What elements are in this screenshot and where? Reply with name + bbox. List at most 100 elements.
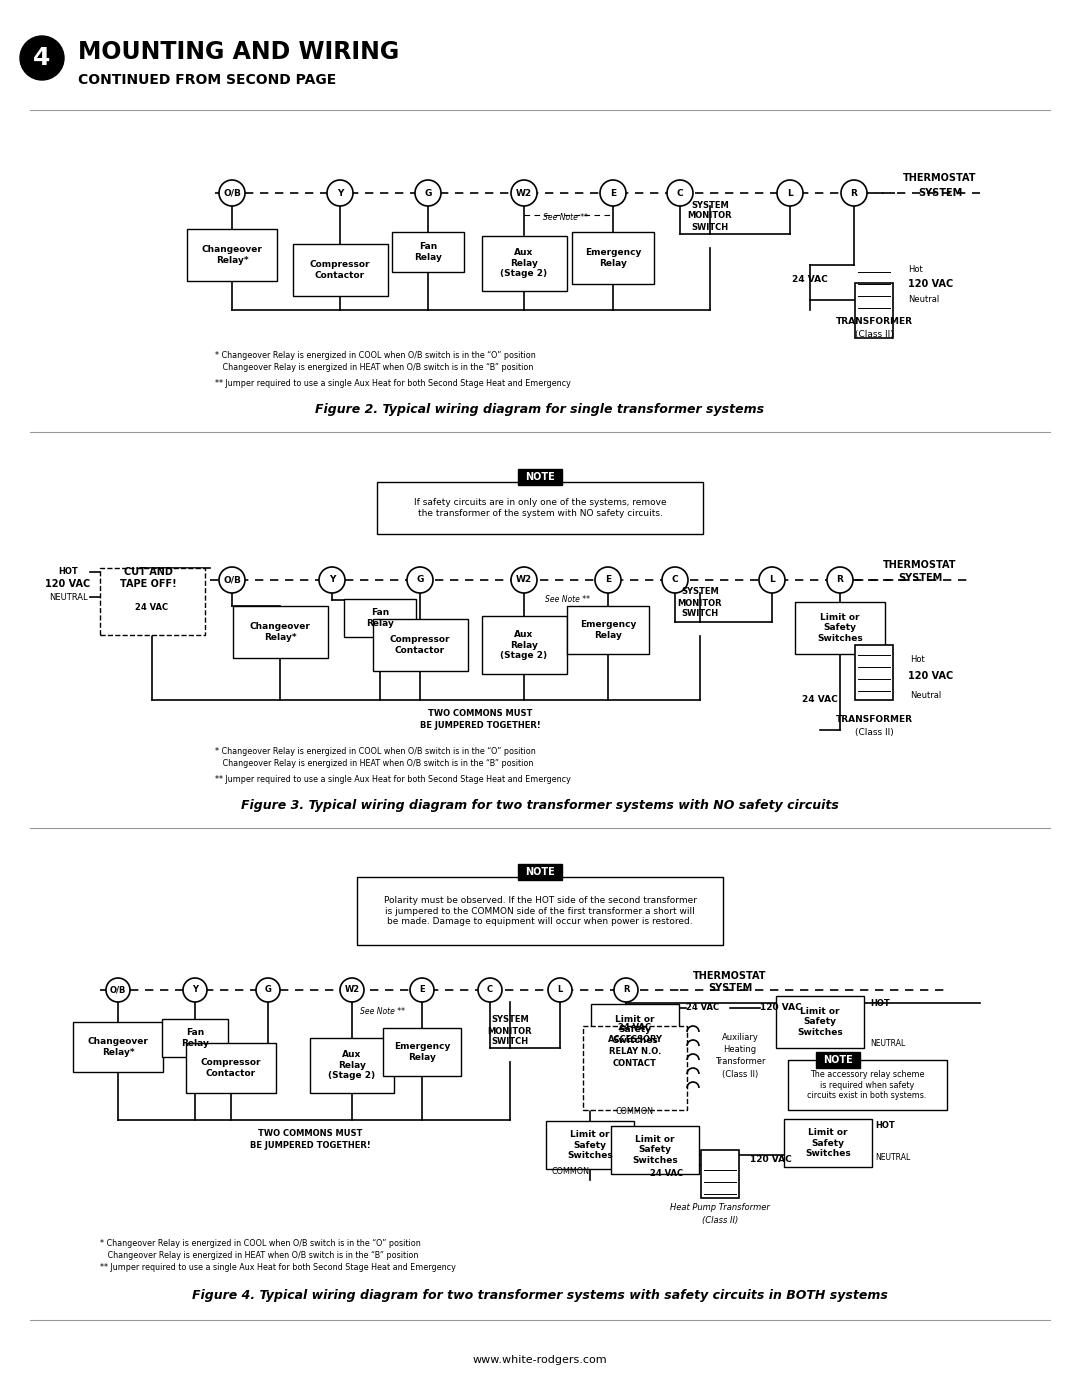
Circle shape <box>511 180 537 205</box>
Circle shape <box>511 567 537 592</box>
Text: Transformer: Transformer <box>715 1058 766 1066</box>
FancyBboxPatch shape <box>482 616 567 673</box>
Text: Heating: Heating <box>724 1045 757 1055</box>
FancyBboxPatch shape <box>186 1044 276 1092</box>
Text: NEUTRAL: NEUTRAL <box>49 592 87 602</box>
Text: SYSTEM: SYSTEM <box>691 201 729 210</box>
Text: Hot: Hot <box>908 265 922 274</box>
Text: 24 VAC: 24 VAC <box>792 275 828 285</box>
Circle shape <box>615 978 638 1002</box>
Text: See Note **: See Note ** <box>360 1007 405 1017</box>
Text: NOTE: NOTE <box>525 472 555 482</box>
Text: NEUTRAL: NEUTRAL <box>870 1038 905 1048</box>
Text: Compressor
Contactor: Compressor Contactor <box>201 1059 261 1077</box>
FancyBboxPatch shape <box>546 1120 634 1169</box>
Circle shape <box>600 180 626 205</box>
FancyBboxPatch shape <box>816 1052 860 1067</box>
FancyBboxPatch shape <box>583 1025 687 1111</box>
Text: Figure 2. Typical wiring diagram for single transformer systems: Figure 2. Typical wiring diagram for sin… <box>315 404 765 416</box>
Text: * Changeover Relay is energized in COOL when O/B switch is in the “O” position: * Changeover Relay is energized in COOL … <box>100 1239 421 1249</box>
Text: L: L <box>557 985 563 995</box>
FancyBboxPatch shape <box>162 1018 228 1058</box>
Circle shape <box>407 567 433 592</box>
FancyBboxPatch shape <box>572 232 654 284</box>
Circle shape <box>219 180 245 205</box>
Text: SWITCH: SWITCH <box>491 1038 528 1046</box>
Text: SYSTEM: SYSTEM <box>707 983 752 993</box>
Text: Limit or
Safety
Switches: Limit or Safety Switches <box>805 1129 851 1158</box>
Text: Fan
Relay: Fan Relay <box>366 608 394 627</box>
Text: W2: W2 <box>345 985 360 995</box>
Text: See Note **: See Note ** <box>543 214 588 222</box>
Text: R: R <box>837 576 843 584</box>
Text: G: G <box>265 985 271 995</box>
Circle shape <box>21 36 64 80</box>
Text: E: E <box>610 189 616 197</box>
Circle shape <box>415 180 441 205</box>
Text: MONITOR: MONITOR <box>688 211 732 221</box>
Text: (Class II): (Class II) <box>721 1070 758 1078</box>
FancyBboxPatch shape <box>345 599 416 637</box>
Text: (Class II): (Class II) <box>854 728 893 738</box>
Text: TRANSFORMER: TRANSFORMER <box>836 715 913 725</box>
Text: Fan
Relay: Fan Relay <box>181 1028 208 1048</box>
FancyBboxPatch shape <box>518 863 562 880</box>
FancyBboxPatch shape <box>482 236 567 291</box>
Text: SYSTEM: SYSTEM <box>491 1016 529 1024</box>
Text: CONTINUED FROM SECOND PAGE: CONTINUED FROM SECOND PAGE <box>78 73 336 87</box>
Text: 24 VAC: 24 VAC <box>802 696 838 704</box>
Text: C: C <box>487 985 494 995</box>
Text: Hot: Hot <box>910 655 924 665</box>
Text: Auxiliary: Auxiliary <box>721 1034 758 1042</box>
Text: C: C <box>677 189 684 197</box>
Text: ** Jumper required to use a single Aux Heat for both Second Stage Heat and Emerg: ** Jumper required to use a single Aux H… <box>215 775 571 785</box>
Text: O/B: O/B <box>224 189 241 197</box>
FancyBboxPatch shape <box>100 569 205 636</box>
FancyBboxPatch shape <box>377 482 703 534</box>
Text: 24 VAC: 24 VAC <box>686 1003 719 1013</box>
Text: 120 VAC: 120 VAC <box>908 279 954 289</box>
Text: BE JUMPERED TOGETHER!: BE JUMPERED TOGETHER! <box>249 1141 370 1151</box>
FancyBboxPatch shape <box>611 1126 699 1173</box>
Text: 120 VAC: 120 VAC <box>760 1003 801 1013</box>
Circle shape <box>219 567 245 592</box>
Text: * Changeover Relay is energized in COOL when O/B switch is in the “O” position: * Changeover Relay is energized in COOL … <box>215 747 536 757</box>
Text: CONTACT: CONTACT <box>613 1059 657 1069</box>
Text: Changeover Relay is energized in HEAT when O/B switch is in the “B” position: Changeover Relay is energized in HEAT wh… <box>100 1252 418 1260</box>
Circle shape <box>106 978 130 1002</box>
Text: Changeover Relay is energized in HEAT when O/B switch is in the “B” position: Changeover Relay is energized in HEAT wh… <box>215 362 534 372</box>
Text: (Class II): (Class II) <box>854 331 893 339</box>
FancyBboxPatch shape <box>567 606 649 654</box>
Text: Limit or
Safety
Switches: Limit or Safety Switches <box>612 1016 658 1045</box>
Text: 4: 4 <box>33 46 51 70</box>
Text: BE JUMPERED TOGETHER!: BE JUMPERED TOGETHER! <box>420 721 540 731</box>
Text: RELAY N.O.: RELAY N.O. <box>609 1048 661 1056</box>
Text: TWO COMMONS MUST: TWO COMMONS MUST <box>428 710 532 718</box>
Text: Y: Y <box>337 189 343 197</box>
FancyBboxPatch shape <box>187 229 276 281</box>
FancyBboxPatch shape <box>777 996 864 1048</box>
FancyBboxPatch shape <box>591 1004 679 1056</box>
Text: R: R <box>851 189 858 197</box>
Text: R: R <box>623 985 630 995</box>
Text: SYSTEM: SYSTEM <box>897 573 942 583</box>
Text: SYSTEM: SYSTEM <box>918 189 962 198</box>
Text: TRANSFORMER: TRANSFORMER <box>836 317 913 327</box>
Text: * Changeover Relay is energized in COOL when O/B switch is in the “O” position: * Changeover Relay is energized in COOL … <box>215 351 536 359</box>
Text: TAPE OFF!: TAPE OFF! <box>120 578 176 590</box>
Text: Figure 3. Typical wiring diagram for two transformer systems with NO safety circ: Figure 3. Typical wiring diagram for two… <box>241 799 839 813</box>
Text: THERMOSTAT: THERMOSTAT <box>883 560 957 570</box>
Text: 120 VAC: 120 VAC <box>908 671 954 680</box>
Text: 24 VAC: 24 VAC <box>135 604 168 612</box>
FancyBboxPatch shape <box>392 232 464 272</box>
Text: Changeover Relay is energized in HEAT when O/B switch is in the “B” position: Changeover Relay is energized in HEAT wh… <box>215 760 534 768</box>
FancyBboxPatch shape <box>383 1028 461 1076</box>
Text: O/B: O/B <box>110 985 126 995</box>
Text: Compressor
Contactor: Compressor Contactor <box>310 260 370 279</box>
Text: Changeover
Relay*: Changeover Relay* <box>87 1038 148 1056</box>
FancyBboxPatch shape <box>518 469 562 485</box>
Circle shape <box>340 978 364 1002</box>
Text: E: E <box>605 576 611 584</box>
Text: C: C <box>672 576 678 584</box>
FancyBboxPatch shape <box>373 619 468 671</box>
